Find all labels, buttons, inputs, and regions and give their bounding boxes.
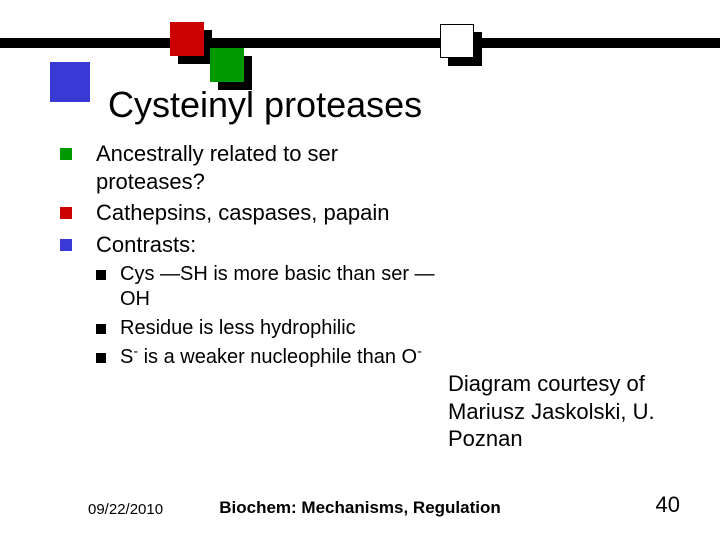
footer-page: 40 — [656, 492, 680, 518]
bullet-marker-l2 — [96, 353, 106, 363]
bullet-marker-l2 — [96, 324, 106, 334]
slide-title: Cysteinyl proteases — [108, 84, 422, 126]
bullet-item-l2: S- is a weaker nucleophile than O- — [60, 345, 440, 370]
bullet-text: Cathepsins, caspases, papain — [96, 199, 390, 227]
bullet-item-l1: Ancestrally related to ser proteases? — [60, 140, 440, 195]
bullet-text: Ancestrally related to ser proteases? — [96, 140, 440, 195]
bullet-item-l1: Cathepsins, caspases, papain — [60, 199, 440, 227]
bullet-text: S- is a weaker nucleophile than O- — [120, 345, 422, 370]
deco-white-square — [440, 24, 474, 58]
bullet-text: Residue is less hydrophilic — [120, 316, 356, 341]
deco-red-square — [170, 22, 204, 56]
bullet-marker-l2 — [96, 270, 106, 280]
deco-blue-square — [50, 62, 90, 102]
bullet-text: Contrasts: — [96, 231, 196, 259]
bullet-marker-l1 — [60, 239, 72, 251]
bullet-item-l2: Residue is less hydrophilic — [60, 316, 440, 341]
footer-title: Biochem: Mechanisms, Regulation — [0, 498, 720, 518]
bullet-content: Ancestrally related to ser proteases? Cat… — [60, 140, 440, 374]
bullet-item-l1: Contrasts: — [60, 231, 440, 259]
bullet-text: Cys —SH is more basic than ser —OH — [120, 262, 440, 312]
deco-green-square — [210, 48, 244, 82]
header-bar — [0, 38, 720, 48]
bullet-item-l2: Cys —SH is more basic than ser —OH — [60, 262, 440, 312]
diagram-caption: Diagram courtesy of Mariusz Jaskolski, U… — [448, 370, 698, 453]
bullet-marker-l1 — [60, 207, 72, 219]
bullet-marker-l1 — [60, 148, 72, 160]
